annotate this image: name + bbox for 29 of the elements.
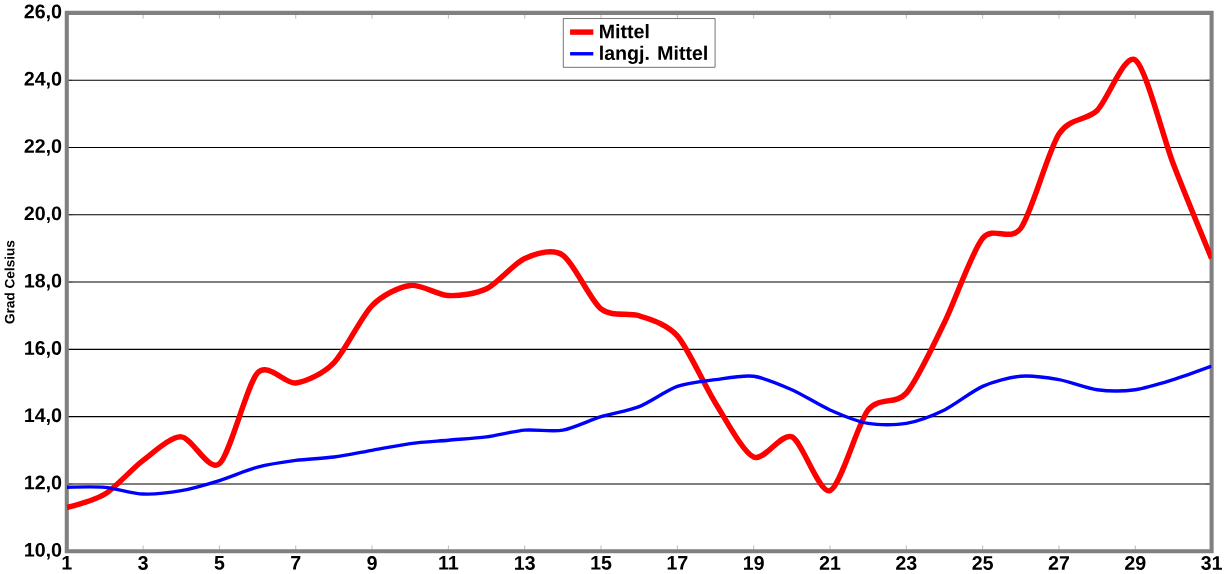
x-tick-label: 9 <box>367 555 377 570</box>
legend-label: Mittel <box>600 23 649 39</box>
x-tick-label: 5 <box>214 555 225 570</box>
x-tick-label: 3 <box>138 555 148 570</box>
y-tick-label: 26,0 <box>24 4 62 21</box>
y-tick-label: 24,0 <box>24 71 62 89</box>
x-tick-label: 23 <box>896 555 917 570</box>
y-tick-label: 20,0 <box>24 206 62 223</box>
x-tick-label: 19 <box>744 555 764 570</box>
x-tick-label: 7 <box>291 555 301 570</box>
x-tick-label: 17 <box>667 555 688 570</box>
y-axis-title: Grad Celsius <box>4 240 15 324</box>
line-series <box>66 364 1212 496</box>
x-tick-label: 29 <box>1125 555 1146 570</box>
x-tick-label: 27 <box>1048 555 1069 570</box>
y-tick-label: 10,0 <box>25 542 62 560</box>
x-tick-label: 21 <box>819 555 841 570</box>
x-tick-label: 31 <box>1201 555 1222 570</box>
x-tick-label: 11 <box>439 555 459 570</box>
y-tick-label: 12,0 <box>25 475 62 493</box>
x-tick-label: 13 <box>515 555 535 570</box>
legend-label: langj. Mittel <box>600 45 707 64</box>
y-tick-label: 22,0 <box>24 138 62 156</box>
x-tick-label: 1 <box>62 555 72 570</box>
x-tick-label: 25 <box>972 555 993 570</box>
y-tick-label: 16,0 <box>25 340 62 358</box>
x-tick-label: 15 <box>591 555 612 570</box>
y-tick-label: 18,0 <box>25 273 62 291</box>
y-tick-label: 14,0 <box>25 408 62 425</box>
